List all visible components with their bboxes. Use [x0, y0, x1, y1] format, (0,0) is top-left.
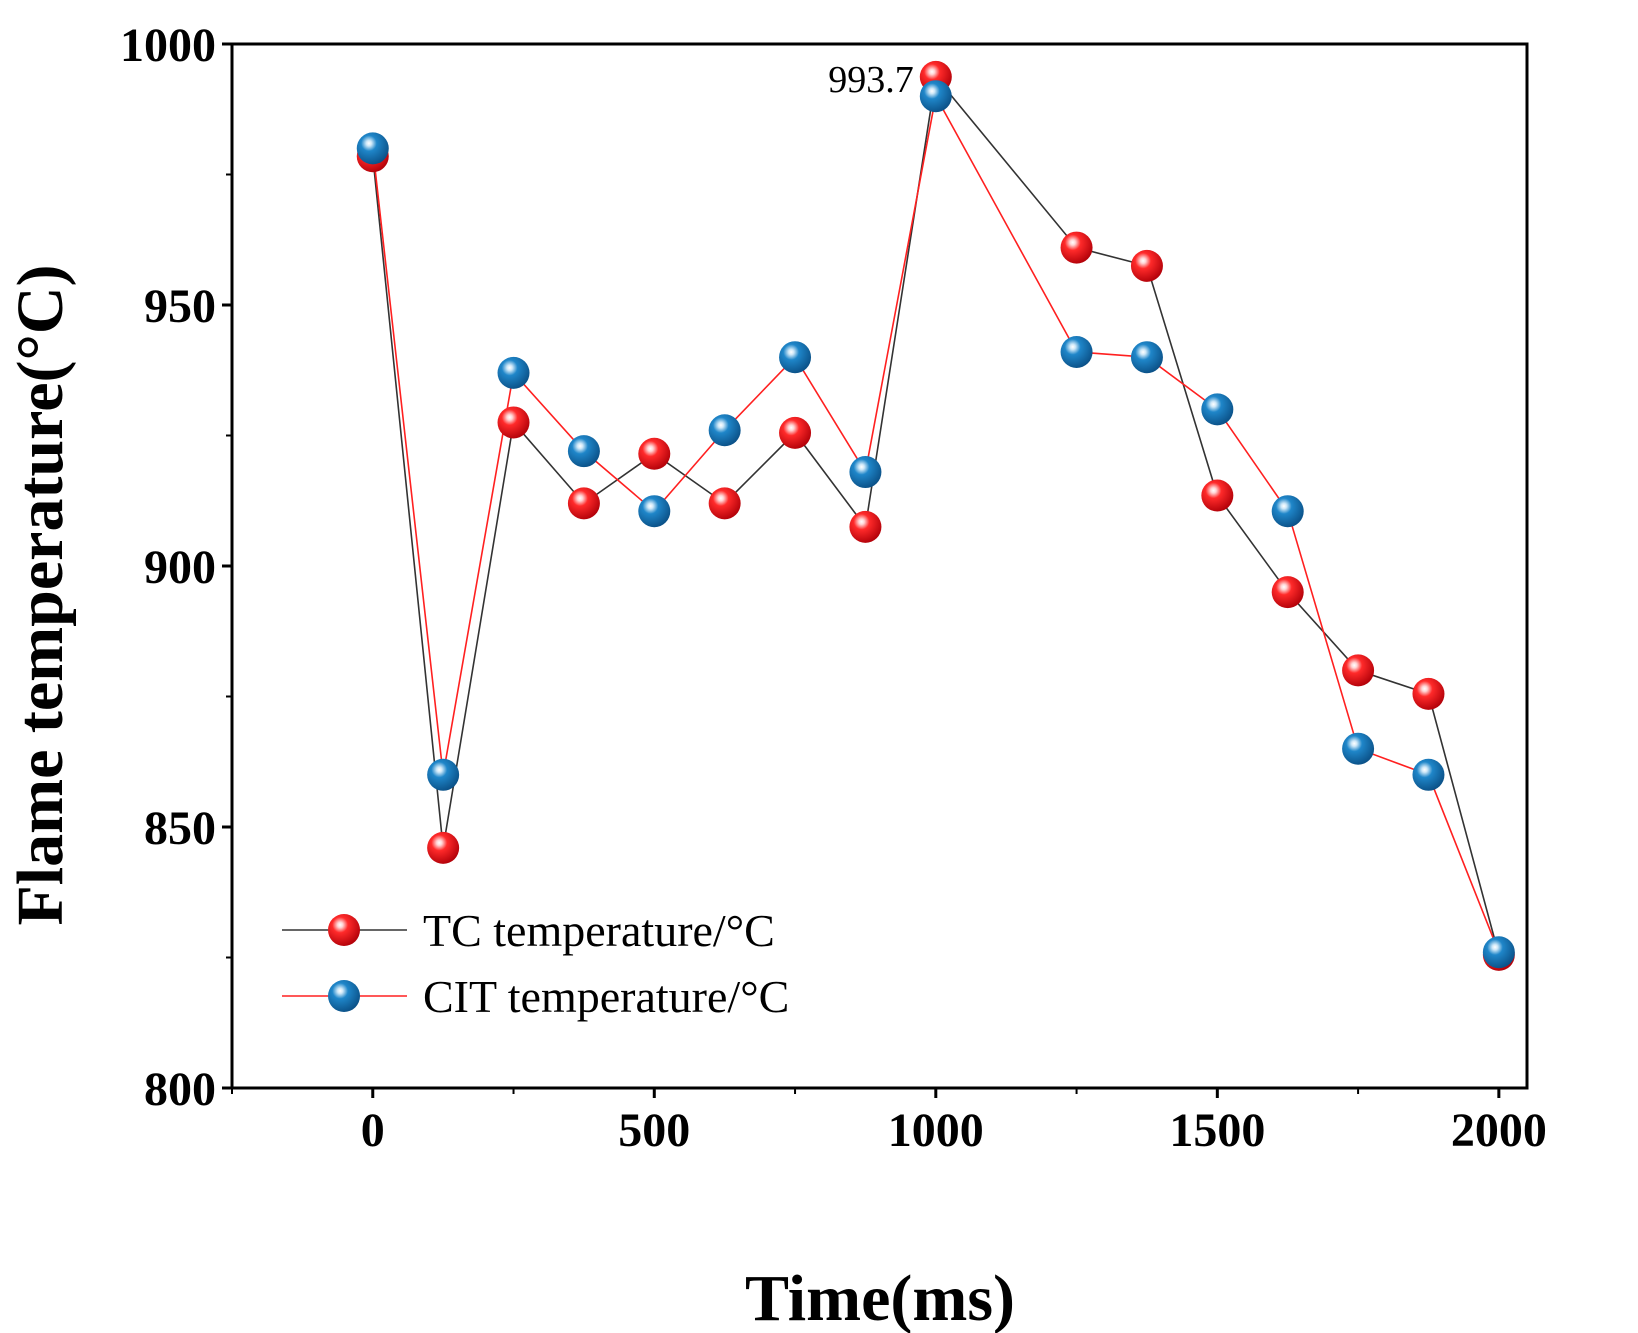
x-tick-label: 2000 — [1451, 1104, 1547, 1157]
y-tick-label: 850 — [144, 802, 216, 855]
cit-point — [1201, 393, 1234, 426]
series-markers — [356, 60, 1515, 971]
tc-point — [708, 487, 741, 520]
tc-point — [1342, 654, 1375, 687]
tc-point — [638, 437, 671, 470]
tc-point — [567, 487, 600, 520]
cit-point — [1060, 335, 1093, 368]
y-tick-label: 1000 — [120, 19, 216, 72]
cit-point — [1342, 732, 1375, 765]
tc-point — [849, 510, 882, 543]
series-line-cit — [371, 93, 1500, 953]
cit-point — [356, 132, 389, 165]
y-tick-label: 900 — [144, 541, 216, 594]
cit-point — [1482, 936, 1515, 969]
cit-point — [919, 80, 952, 113]
x-tick-label: 1000 — [888, 1104, 984, 1157]
cit-point — [497, 356, 530, 389]
cit-point — [779, 341, 812, 374]
legend: TC temperature/°C CIT temperature/°C — [282, 905, 789, 1022]
cit-point — [708, 414, 741, 447]
tc-point — [1060, 231, 1093, 264]
legend-marker-0 — [328, 914, 360, 946]
legend-label-0: TC temperature/°C — [423, 905, 775, 956]
tc-point — [1412, 677, 1445, 710]
legend-marker-1 — [328, 980, 360, 1012]
cit-point — [567, 435, 600, 468]
cit-point — [849, 456, 882, 489]
tc-point — [1271, 576, 1304, 609]
x-axis-title: Time(ms) — [745, 1262, 1015, 1333]
tc-point — [497, 406, 530, 439]
tc-point — [427, 831, 460, 864]
cit-point — [638, 495, 671, 528]
tc-point — [1130, 249, 1163, 282]
cit-point — [1271, 495, 1304, 528]
cit-point — [1130, 341, 1163, 374]
peak-annotation: 993.7 — [828, 59, 914, 101]
x-tick-label: 0 — [361, 1104, 385, 1157]
axes: 0 500 1000 1500 2000 800 850 900 950 1000 — [120, 19, 1547, 1157]
y-tick-label: 800 — [144, 1063, 216, 1116]
cit-point — [427, 758, 460, 791]
series-lines — [371, 75, 1500, 956]
y-axis-title: Flame temperature(°C) — [4, 264, 77, 925]
cit-point — [1412, 758, 1445, 791]
x-tick-label: 1500 — [1169, 1104, 1265, 1157]
series-line-tc — [371, 75, 1500, 956]
tc-point — [779, 416, 812, 449]
y-tick-label: 950 — [144, 280, 216, 333]
tc-point — [1201, 479, 1234, 512]
x-tick-label: 500 — [618, 1104, 690, 1157]
legend-label-1: CIT temperature/°C — [423, 971, 789, 1022]
annotations: 993.7 — [828, 59, 914, 101]
